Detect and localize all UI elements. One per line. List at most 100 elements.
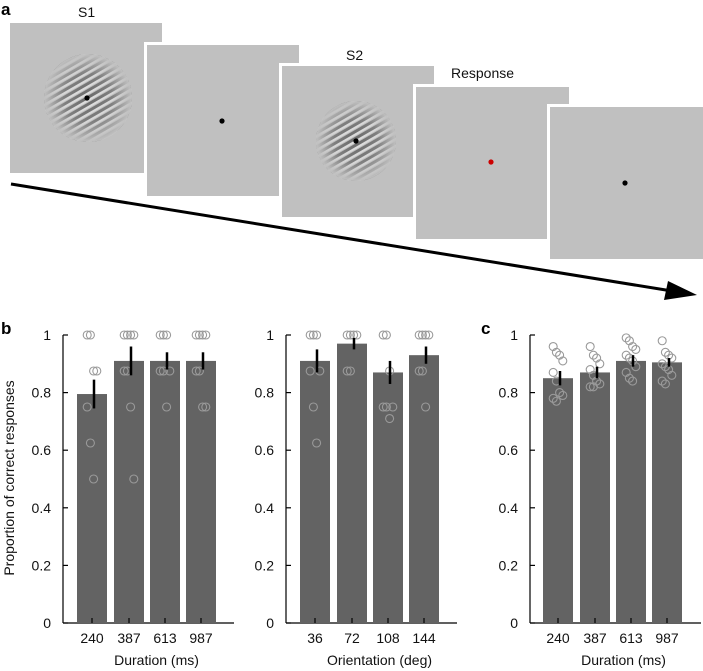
data-point [345, 366, 355, 376]
frame-label-response: Response [451, 65, 514, 81]
data-point [162, 330, 172, 340]
data-point [417, 330, 427, 340]
fixation-dot-iti [622, 180, 628, 186]
data-point [624, 373, 634, 383]
data-point [308, 330, 318, 340]
data-point [308, 402, 318, 412]
data-point [191, 330, 201, 340]
x-tick-label: 144 [412, 630, 436, 646]
data-point [198, 330, 208, 340]
data-point [89, 474, 99, 484]
bar [337, 343, 367, 623]
data-point [548, 367, 558, 377]
x-axis-label: Orientation (deg) [327, 652, 432, 668]
y-tick-label: 0.6 [32, 442, 52, 458]
fixation-dot-response [488, 159, 494, 165]
y-tick-label: 0.6 [255, 442, 275, 458]
data-point [89, 366, 99, 376]
data-point [548, 393, 558, 403]
data-point [191, 366, 201, 376]
data-point [85, 330, 95, 340]
data-point [551, 347, 561, 357]
y-tick-label: 1 [266, 327, 274, 343]
data-point [657, 359, 667, 369]
data-point [667, 370, 677, 380]
data-point [660, 347, 670, 357]
y-tick-label: 0 [266, 615, 274, 631]
data-point [312, 438, 322, 448]
y-tick-label: 0.4 [499, 500, 519, 516]
y-tick-label: 0.4 [32, 500, 52, 516]
chart-b-duration: 0 0.2 0.4 0.6 0.8 1 240 387 613 987 Duration (ms) [32, 327, 234, 668]
y-tick-label: 0 [510, 615, 518, 631]
x-tick-label: 36 [307, 630, 323, 646]
bar [150, 360, 180, 623]
data-point [558, 356, 568, 366]
frame-isi [144, 42, 299, 196]
time-arrow-line [10, 182, 673, 293]
data-point [421, 330, 431, 340]
bar [616, 360, 646, 623]
data-point [414, 366, 424, 376]
fixation-dot-s2 [353, 138, 359, 144]
data-point [126, 330, 136, 340]
x-tick-label: 108 [376, 630, 400, 646]
data-point [660, 379, 670, 389]
data-point [305, 330, 315, 340]
y-tick-label: 0.6 [499, 442, 519, 458]
data-point [588, 350, 598, 360]
panel-a: a S1 S2 Response [1, 0, 703, 300]
data-point [421, 402, 431, 412]
data-point [342, 366, 352, 376]
bar [409, 355, 439, 623]
y-axis-label: Proportion of correct responses [1, 380, 17, 575]
frame-iti [547, 104, 703, 259]
bar [652, 362, 682, 623]
data-point [352, 330, 362, 340]
y-tick-label: 0.4 [255, 500, 275, 516]
bar [300, 360, 330, 623]
panel-letter-b: b [1, 319, 11, 338]
data-point [424, 330, 434, 340]
x-tick-label: 387 [583, 630, 607, 646]
bar [543, 378, 573, 623]
y-tick-label: 0 [43, 615, 51, 631]
data-point [198, 402, 208, 412]
panel-letter-c: c [481, 319, 490, 338]
data-point [194, 330, 204, 340]
y-tick-label: 0.2 [32, 557, 52, 573]
data-point [551, 396, 561, 406]
data-point [621, 333, 631, 343]
y-tick-label: 0.8 [255, 385, 275, 401]
bar [77, 394, 107, 623]
data-point [122, 330, 132, 340]
data-point [201, 330, 211, 340]
data-point [595, 359, 605, 369]
time-arrow [10, 182, 697, 300]
data-point [119, 366, 129, 376]
chart-c-duration: 0 0.2 0.4 0.6 0.8 1 240 387 613 987 Duration (ms) [499, 327, 701, 668]
fixation-dot-s1 [84, 95, 90, 101]
x-axis-label: Duration (ms) [114, 652, 199, 668]
frame-label-s1: S1 [78, 4, 95, 20]
data-point [555, 388, 565, 398]
x-tick-label: 240 [546, 630, 570, 646]
data-point [162, 402, 172, 412]
data-point [312, 330, 322, 340]
data-point [628, 376, 638, 386]
data-point [165, 366, 175, 376]
data-point [158, 330, 168, 340]
data-point [155, 330, 165, 340]
x-tick-label: 613 [619, 630, 643, 646]
x-tick-label: 987 [189, 630, 213, 646]
data-point [558, 390, 568, 401]
data-point [85, 438, 95, 448]
fixation-dot-isi [219, 118, 225, 124]
data-point [82, 402, 92, 412]
data-point [417, 366, 427, 376]
x-tick-label: 240 [80, 630, 104, 646]
x-axis-label: Duration (ms) [581, 652, 666, 668]
chart-b-orientation: 0 0.2 0.4 0.6 0.8 1 36 72 108 144 Orientation (deg… [255, 327, 457, 668]
data-point [119, 330, 129, 340]
data-point [129, 474, 139, 484]
